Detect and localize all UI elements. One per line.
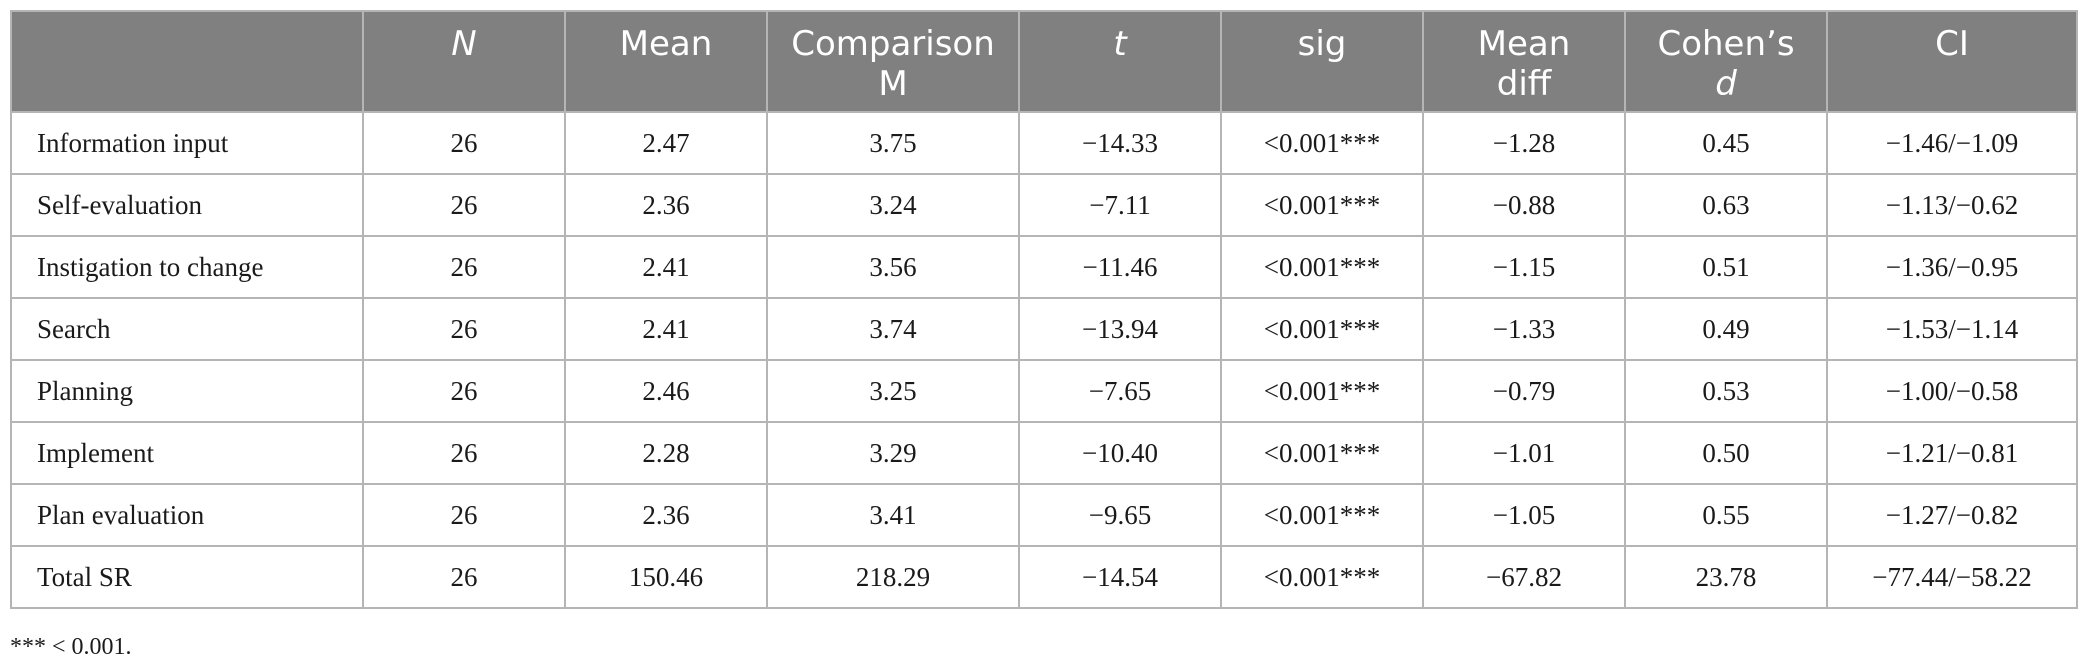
cohens-d-cell: 0.50 bbox=[1624, 421, 1828, 485]
comparison-m-cell: 3.74 bbox=[766, 297, 1020, 361]
comparison-m-cell: 3.24 bbox=[766, 173, 1020, 237]
mean-cell: 2.36 bbox=[564, 173, 768, 237]
n-cell: 26 bbox=[362, 235, 566, 299]
mean-cell: 150.46 bbox=[564, 545, 768, 609]
n-cell: 26 bbox=[362, 483, 566, 547]
header-n: N bbox=[362, 10, 566, 113]
ci-cell: −1.13/−0.62 bbox=[1826, 173, 2078, 237]
row-label: Information input bbox=[10, 111, 364, 175]
header-row: N Mean Comparison M t sig Mean diff Cohen’… bbox=[10, 10, 2078, 113]
mean-diff-cell: −0.88 bbox=[1422, 173, 1626, 237]
cohens-d-cell: 0.45 bbox=[1624, 111, 1828, 175]
t-cell: −14.33 bbox=[1018, 111, 1222, 175]
comparison-m-cell: 3.41 bbox=[766, 483, 1020, 547]
t-cell: −10.40 bbox=[1018, 421, 1222, 485]
t-cell: −7.65 bbox=[1018, 359, 1222, 423]
comparison-m-cell: 3.29 bbox=[766, 421, 1020, 485]
row-label: Plan evaluation bbox=[10, 483, 364, 547]
comparison-m-cell: 218.29 bbox=[766, 545, 1020, 609]
cohens-d-cell: 0.53 bbox=[1624, 359, 1828, 423]
header-cohens-d: Cohen’s d bbox=[1624, 10, 1828, 113]
n-cell: 26 bbox=[362, 173, 566, 237]
mean-diff-cell: −1.33 bbox=[1422, 297, 1626, 361]
sig-cell: <0.001*** bbox=[1220, 421, 1424, 485]
ci-cell: −1.27/−0.82 bbox=[1826, 483, 2078, 547]
n-cell: 26 bbox=[362, 297, 566, 361]
cohens-d-cell: 23.78 bbox=[1624, 545, 1828, 609]
comparison-m-cell: 3.25 bbox=[766, 359, 1020, 423]
cohens-d-cell: 0.51 bbox=[1624, 235, 1828, 299]
row-label: Implement bbox=[10, 421, 364, 485]
sig-cell: <0.001*** bbox=[1220, 545, 1424, 609]
mean-diff-cell: −67.82 bbox=[1422, 545, 1626, 609]
t-cell: −14.54 bbox=[1018, 545, 1222, 609]
cohens-d-cell: 0.55 bbox=[1624, 483, 1828, 547]
table-row: Implement 26 2.28 3.29 −10.40 <0.001*** −1.01 0… bbox=[10, 421, 2078, 485]
row-label: Planning bbox=[10, 359, 364, 423]
row-label: Total SR bbox=[10, 545, 364, 609]
ci-cell: −1.46/−1.09 bbox=[1826, 111, 2078, 175]
sig-cell: <0.001*** bbox=[1220, 359, 1424, 423]
table-row: Total SR 26 150.46 218.29 −14.54 <0.001*** −67… bbox=[10, 545, 2078, 609]
header-comparison-m: Comparison M bbox=[766, 10, 1020, 113]
sig-cell: <0.001*** bbox=[1220, 483, 1424, 547]
header-t: t bbox=[1018, 10, 1222, 113]
sig-cell: <0.001*** bbox=[1220, 111, 1424, 175]
table-row: Self-evaluation 26 2.36 3.24 −7.11 <0.001*** −… bbox=[10, 173, 2078, 237]
row-label: Self-evaluation bbox=[10, 173, 364, 237]
header-mean: Mean bbox=[564, 10, 768, 113]
ci-cell: −1.53/−1.14 bbox=[1826, 297, 2078, 361]
comparison-m-cell: 3.75 bbox=[766, 111, 1020, 175]
table-header: N Mean Comparison M t sig Mean diff Cohen’… bbox=[10, 10, 2078, 113]
t-cell: −13.94 bbox=[1018, 297, 1222, 361]
table-row: Information input 26 2.47 3.75 −14.33 <0.001*… bbox=[10, 111, 2078, 175]
sig-cell: <0.001*** bbox=[1220, 297, 1424, 361]
mean-diff-cell: −1.05 bbox=[1422, 483, 1626, 547]
row-label: Search bbox=[10, 297, 364, 361]
table-row: Instigation to change 26 2.41 3.56 −11.46 <0.… bbox=[10, 235, 2078, 299]
mean-diff-cell: −1.28 bbox=[1422, 111, 1626, 175]
t-cell: −9.65 bbox=[1018, 483, 1222, 547]
mean-cell: 2.46 bbox=[564, 359, 768, 423]
header-sig: sig bbox=[1220, 10, 1424, 113]
mean-diff-cell: −1.01 bbox=[1422, 421, 1626, 485]
table-row: Search 26 2.41 3.74 −13.94 <0.001*** −1.33 0.49… bbox=[10, 297, 2078, 361]
sig-cell: <0.001*** bbox=[1220, 235, 1424, 299]
mean-cell: 2.41 bbox=[564, 297, 768, 361]
mean-cell: 2.36 bbox=[564, 483, 768, 547]
row-label: Instigation to change bbox=[10, 235, 364, 299]
header-ci: CI bbox=[1826, 10, 2078, 113]
mean-cell: 2.41 bbox=[564, 235, 768, 299]
mean-cell: 2.47 bbox=[564, 111, 768, 175]
table-row: Planning 26 2.46 3.25 −7.65 <0.001*** −0.79 0.5… bbox=[10, 359, 2078, 423]
n-cell: 26 bbox=[362, 359, 566, 423]
n-cell: 26 bbox=[362, 111, 566, 175]
mean-cell: 2.28 bbox=[564, 421, 768, 485]
cohens-d-cell: 0.63 bbox=[1624, 173, 1828, 237]
sig-cell: <0.001*** bbox=[1220, 173, 1424, 237]
comparison-m-cell: 3.56 bbox=[766, 235, 1020, 299]
header-empty bbox=[10, 10, 364, 113]
footnote: *** < 0.001. bbox=[10, 634, 132, 660]
table-body: Information input 26 2.47 3.75 −14.33 <0.001*… bbox=[10, 111, 2078, 609]
results-table: N Mean Comparison M t sig Mean diff Cohen’… bbox=[10, 10, 2078, 609]
mean-diff-cell: −1.15 bbox=[1422, 235, 1626, 299]
n-cell: 26 bbox=[362, 421, 566, 485]
ci-cell: −1.36/−0.95 bbox=[1826, 235, 2078, 299]
header-mean-diff: Mean diff bbox=[1422, 10, 1626, 113]
t-cell: −7.11 bbox=[1018, 173, 1222, 237]
table-row: Plan evaluation 26 2.36 3.41 −9.65 <0.001*** −… bbox=[10, 483, 2078, 547]
ci-cell: −77.44/−58.22 bbox=[1826, 545, 2078, 609]
ci-cell: −1.00/−0.58 bbox=[1826, 359, 2078, 423]
ci-cell: −1.21/−0.81 bbox=[1826, 421, 2078, 485]
mean-diff-cell: −0.79 bbox=[1422, 359, 1626, 423]
n-cell: 26 bbox=[362, 545, 566, 609]
cohens-d-cell: 0.49 bbox=[1624, 297, 1828, 361]
t-cell: −11.46 bbox=[1018, 235, 1222, 299]
